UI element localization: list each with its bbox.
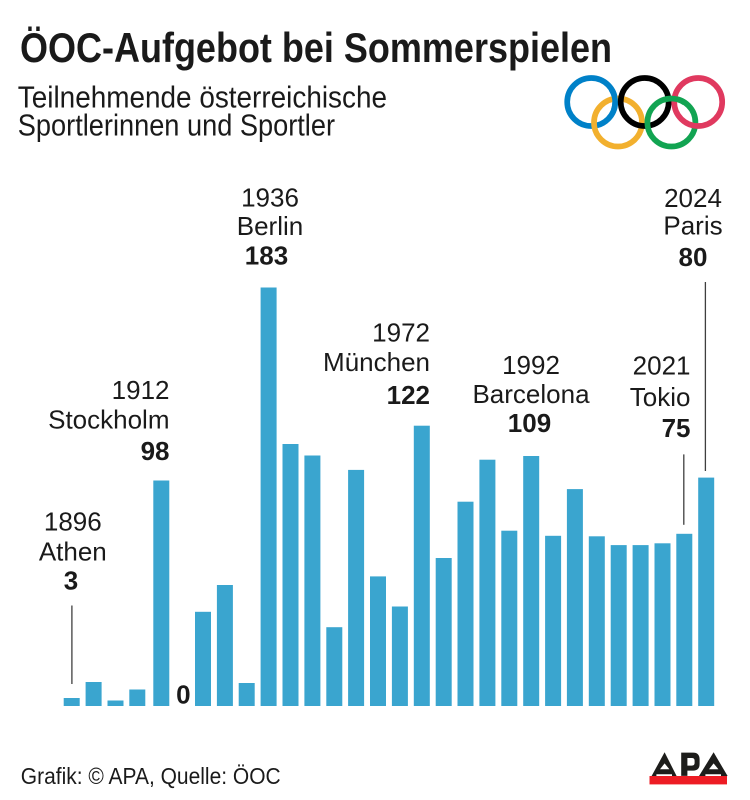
svg-text:Paris: Paris (663, 211, 722, 241)
svg-text:Tokio: Tokio (630, 382, 691, 412)
svg-text:183: 183 (245, 241, 288, 271)
svg-text:2024: 2024 (664, 183, 722, 213)
svg-text:Teilnehmende österreichische: Teilnehmende österreichische (18, 80, 387, 115)
svg-text:80: 80 (679, 242, 708, 272)
svg-text:Barcelona: Barcelona (472, 379, 590, 409)
svg-text:Berlin: Berlin (237, 211, 303, 241)
svg-text:109: 109 (508, 408, 551, 438)
svg-text:ÖOC-Aufgebot bei Sommerspielen: ÖOC-Aufgebot bei Sommerspielen (20, 24, 612, 71)
svg-text:1912: 1912 (112, 375, 170, 405)
svg-text:3: 3 (64, 566, 78, 596)
svg-text:2021: 2021 (633, 351, 691, 381)
svg-text:1992: 1992 (502, 350, 560, 380)
svg-text:Athen: Athen (39, 536, 107, 566)
svg-text:122: 122 (387, 380, 430, 410)
svg-text:1896: 1896 (44, 506, 102, 536)
svg-text:München: München (323, 347, 430, 377)
svg-text:1972: 1972 (372, 318, 430, 348)
svg-text:Grafik: © APA, Quelle: ÖOC: Grafik: © APA, Quelle: ÖOC (21, 763, 281, 789)
svg-text:98: 98 (141, 436, 170, 466)
svg-text:1936: 1936 (241, 182, 299, 212)
svg-text:Sportlerinnen und Sportler: Sportlerinnen und Sportler (18, 108, 335, 143)
svg-text:0: 0 (176, 680, 190, 710)
svg-text:Stockholm: Stockholm (48, 405, 169, 435)
svg-text:75: 75 (662, 413, 691, 443)
